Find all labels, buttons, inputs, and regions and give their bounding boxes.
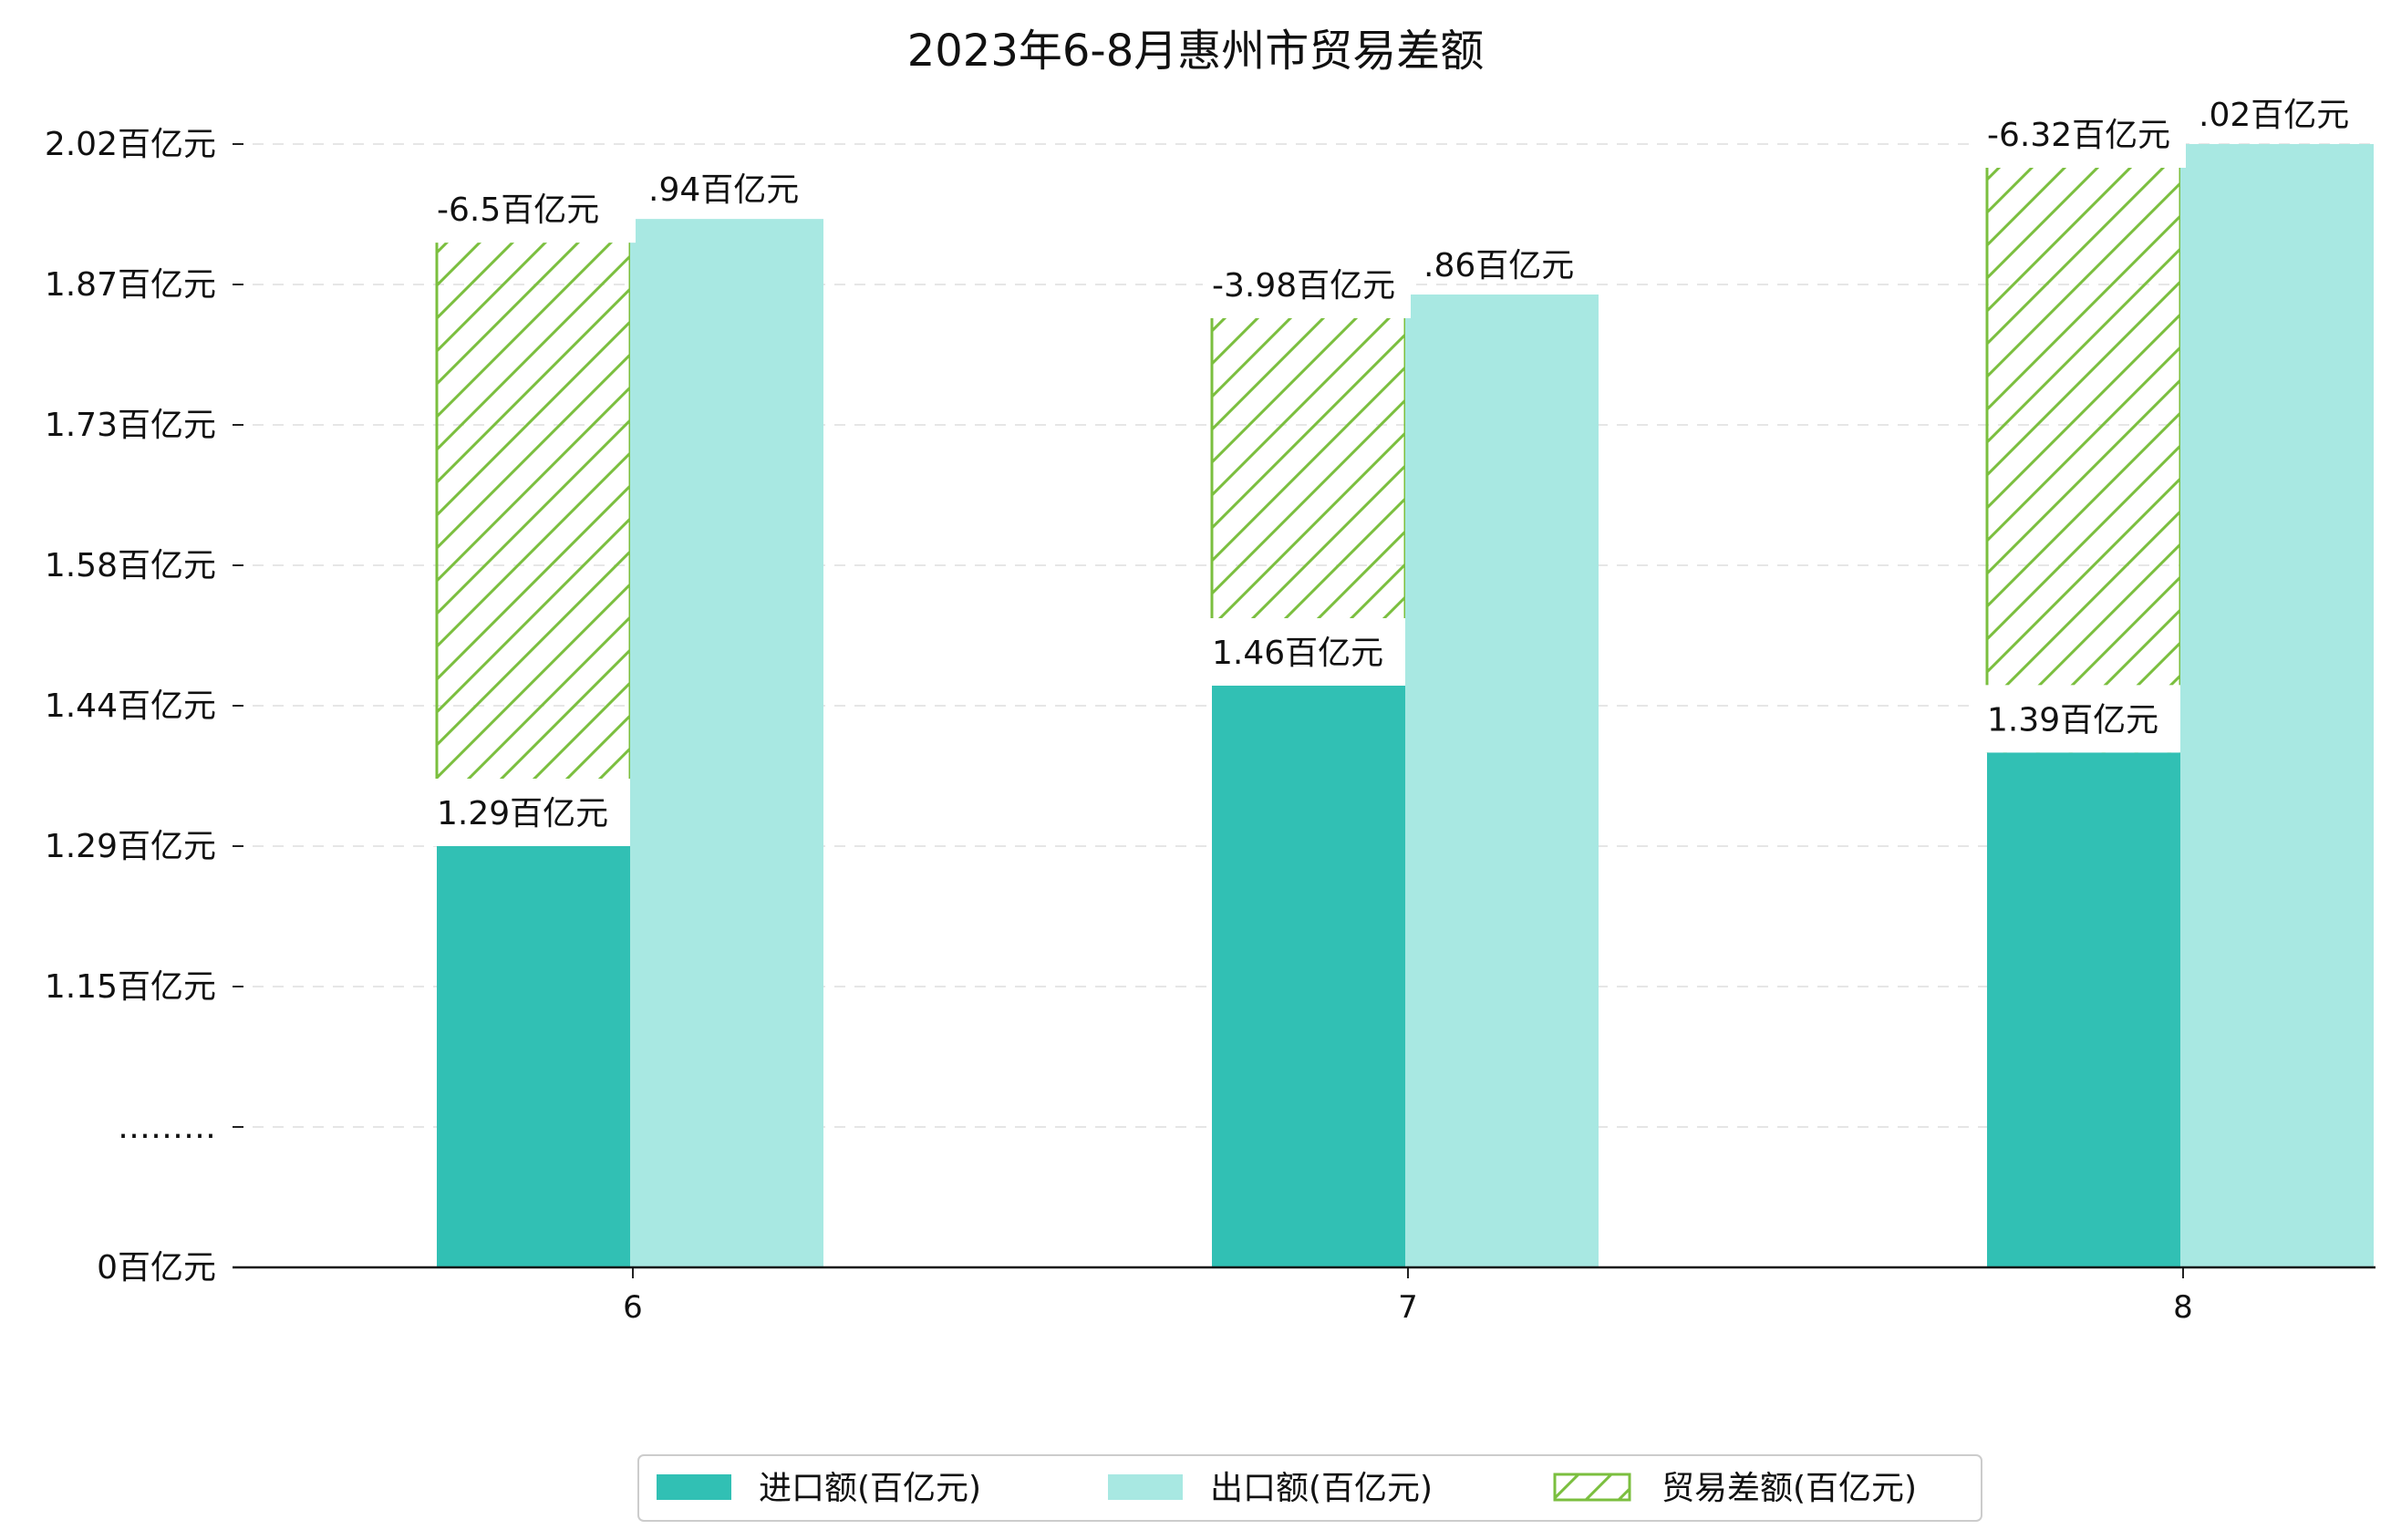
data-label-balance: -6.5百亿元 [428,175,636,243]
legend: 进口额(百亿元) 出口额(百亿元) 贸易差额(百亿元) [637,1454,1982,1522]
data-label-balance: -3.98百亿元 [1203,251,1411,318]
y-tick-label: 1.87百亿元 [45,266,216,304]
y-tick-label: ……… [118,1109,216,1146]
y-tick-label: 1.29百亿元 [45,828,216,865]
axes: 0百亿元 ……… 1.15百亿元 1.29百亿元 1.44百亿元 1.58百亿元 1.73百… [45,126,2375,1326]
y-tick-label: 1.73百亿元 [45,407,216,444]
legend-item: 贸易差额(百亿元) [1553,1470,1917,1507]
svg-text:1.46百亿元: 1.46百亿元 [1212,635,1383,672]
x-tick-label: 7 [1398,1289,1418,1326]
legend-label: 出口额(百亿元) [1210,1470,1433,1507]
bar-export [1405,295,1599,1267]
data-label-balance: -6.32百亿元 [1978,100,2186,168]
bar-import [437,846,630,1267]
legend-item: 出口额(百亿元) [1108,1470,1433,1507]
legend-item: 进口额(百亿元) [657,1470,981,1507]
chart-title: 2023年6-8月惠州市贸易差额 [907,26,1485,77]
legend-label: 进口额(百亿元) [759,1470,981,1507]
svg-text:-6.5百亿元: -6.5百亿元 [437,191,599,229]
y-tick-label: 1.58百亿元 [45,547,216,584]
svg-text:1.39百亿元: 1.39百亿元 [1987,701,2158,739]
svg-text:-3.98百亿元: -3.98百亿元 [1212,267,1395,305]
y-tick-label: 1.15百亿元 [45,968,216,1006]
legend-label: 贸易差额(百亿元) [1661,1470,1917,1507]
legend-swatch [657,1474,731,1500]
y-tick-label: 1.44百亿元 [45,687,216,725]
bar-balance [1987,160,2180,753]
legend-swatch [1108,1474,1183,1500]
data-label-import: 1.39百亿元 [1978,685,2180,753]
data-labels: 1.29百亿元 -6.5百亿元 .94百亿元 1.46百亿元 -3.98百亿元 .86百亿… [428,97,2349,846]
bar-balance [437,235,630,847]
data-label-export: .86百亿元 [1423,247,1574,284]
x-tick-label: 6 [623,1289,643,1326]
svg-text:-6.32百亿元: -6.32百亿元 [1987,117,2170,154]
bar-export [2180,144,2374,1267]
legend-swatch [1553,1473,1631,1502]
bar-import [1212,686,1405,1267]
y-tick-label: 0百亿元 [97,1249,216,1287]
y-tick-label: 2.02百亿元 [45,126,216,163]
data-label-import: 1.29百亿元 [428,779,630,846]
bar-import [1987,752,2180,1267]
data-label-import: 1.46百亿元 [1203,618,1405,686]
data-label-export: .94百亿元 [648,171,799,209]
bar-export [630,219,823,1268]
x-tick-label: 8 [2173,1289,2193,1326]
legend-frame [637,1454,1982,1522]
data-label-export: .02百亿元 [2199,97,2349,134]
bars [435,144,2374,1268]
svg-text:1.29百亿元: 1.29百亿元 [437,795,608,832]
